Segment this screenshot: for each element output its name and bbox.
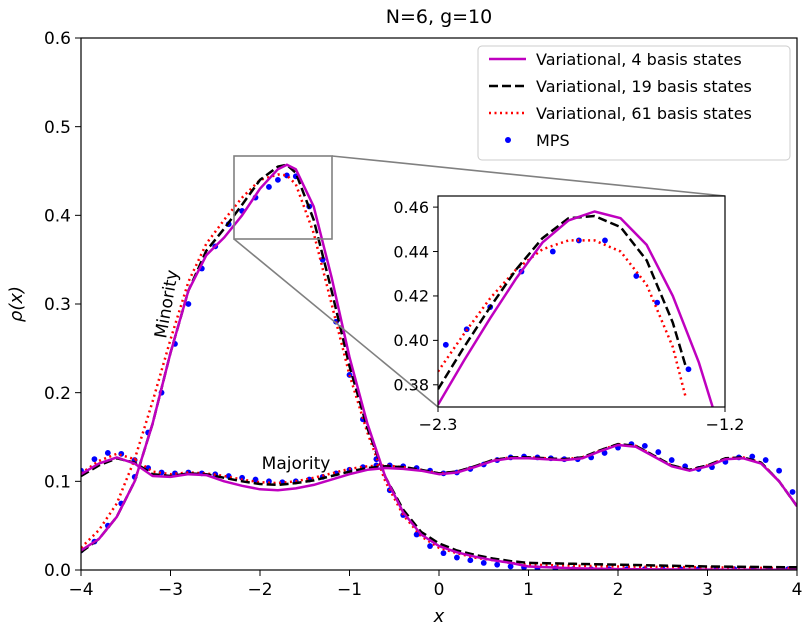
mps-point [467,557,474,564]
mps-point [427,543,433,549]
mps-point [601,450,608,456]
mps-point [641,442,648,449]
mps-point [91,456,98,463]
y-tick-label: 0.42 [393,287,429,306]
x-tick-label: 0 [434,580,445,600]
mps-point [494,561,501,568]
mps-point [185,301,192,307]
mps-point [413,531,420,538]
legend: Variational, 4 basis states Variational,… [477,45,791,161]
mps-point [266,184,272,190]
mps-point [104,450,111,456]
y-tick-label: 0.5 [44,118,71,138]
mps-point [549,248,556,255]
y-tick-label: 0.6 [44,29,71,49]
minority-solid-series-line [81,163,797,570]
mps-point [275,176,281,183]
x-tick-label: −1.2 [706,415,745,434]
mps-point [480,560,487,566]
y-tick-label: 0.46 [393,198,429,217]
y-tick-label: 0.0 [44,561,71,581]
mps-point [685,366,692,373]
x-tick-label: 3 [702,580,713,600]
x-tick-label: 2 [613,580,624,600]
legend-label-mps: MPS [536,131,570,150]
x-axis-label: x [433,606,445,627]
y-tick-label: 0.1 [44,472,71,492]
x-tick-label: 1 [523,580,534,600]
mps-point [762,457,769,463]
main-plot-marks [81,163,797,570]
mps-point [654,299,661,306]
y-tick-label: 0.2 [44,384,71,404]
legend-label-v4: Variational, 4 basis states [536,50,742,69]
inset-tick-group: −2.3 −1.2 0.38 0.40 0.42 0.44 0.46 [393,198,744,434]
mps-point [440,550,447,557]
dashed-series-line [438,214,688,390]
mps-point [668,457,675,463]
mps-point [454,554,460,561]
mps-point [776,467,782,474]
chart-title: N=6, g=10 [386,6,492,28]
mps-point [789,489,796,495]
mps-point [633,273,640,279]
x-tick-label: −1 [337,580,362,600]
y-tick-label: 0.40 [393,331,429,350]
solid-series-line [438,210,714,407]
legend-frame [477,45,791,161]
mps-point [507,563,514,570]
legend-swatch-mps [505,137,511,143]
inset-plot-marks [438,210,714,407]
y-tick-label: 0.44 [393,242,429,261]
main-tick-group: −4 −3 −2 −1 0 1 2 3 4 0.0 0.1 0.2 0.3 0.4 0.5 0.6 [44,29,802,600]
mps-point [602,237,608,244]
mps-point [655,449,662,455]
dotted-series-line [438,239,688,399]
legend-label-v61: Variational, 61 basis states [536,104,752,123]
y-tick-label: 0.3 [44,295,71,315]
mps-point [239,474,246,481]
annotation-majority: Majority [262,454,331,474]
x-tick-label: −2 [247,580,272,600]
mps-point [442,341,449,348]
x-tick-label: 4 [792,580,803,600]
zoom-connector-top [331,155,726,197]
x-tick-label: −4 [68,580,93,600]
mps-point [252,476,259,483]
majority-solid-series-line [81,443,797,507]
y-tick-label: 0.38 [393,376,429,395]
mps-point [749,453,756,460]
x-tick-label: −2.3 [419,415,458,434]
y-axis-label: ρ(x) [6,286,27,322]
y-tick-label: 0.4 [44,206,71,226]
inset-axes-frame [437,195,726,408]
mps-point [266,478,272,485]
inset-background [438,196,725,407]
legend-label-v19: Variational, 19 basis states [536,77,752,96]
zoom-connector-bottom [233,238,439,408]
zoom-region-box [233,155,333,240]
x-tick-label: −3 [158,580,183,600]
